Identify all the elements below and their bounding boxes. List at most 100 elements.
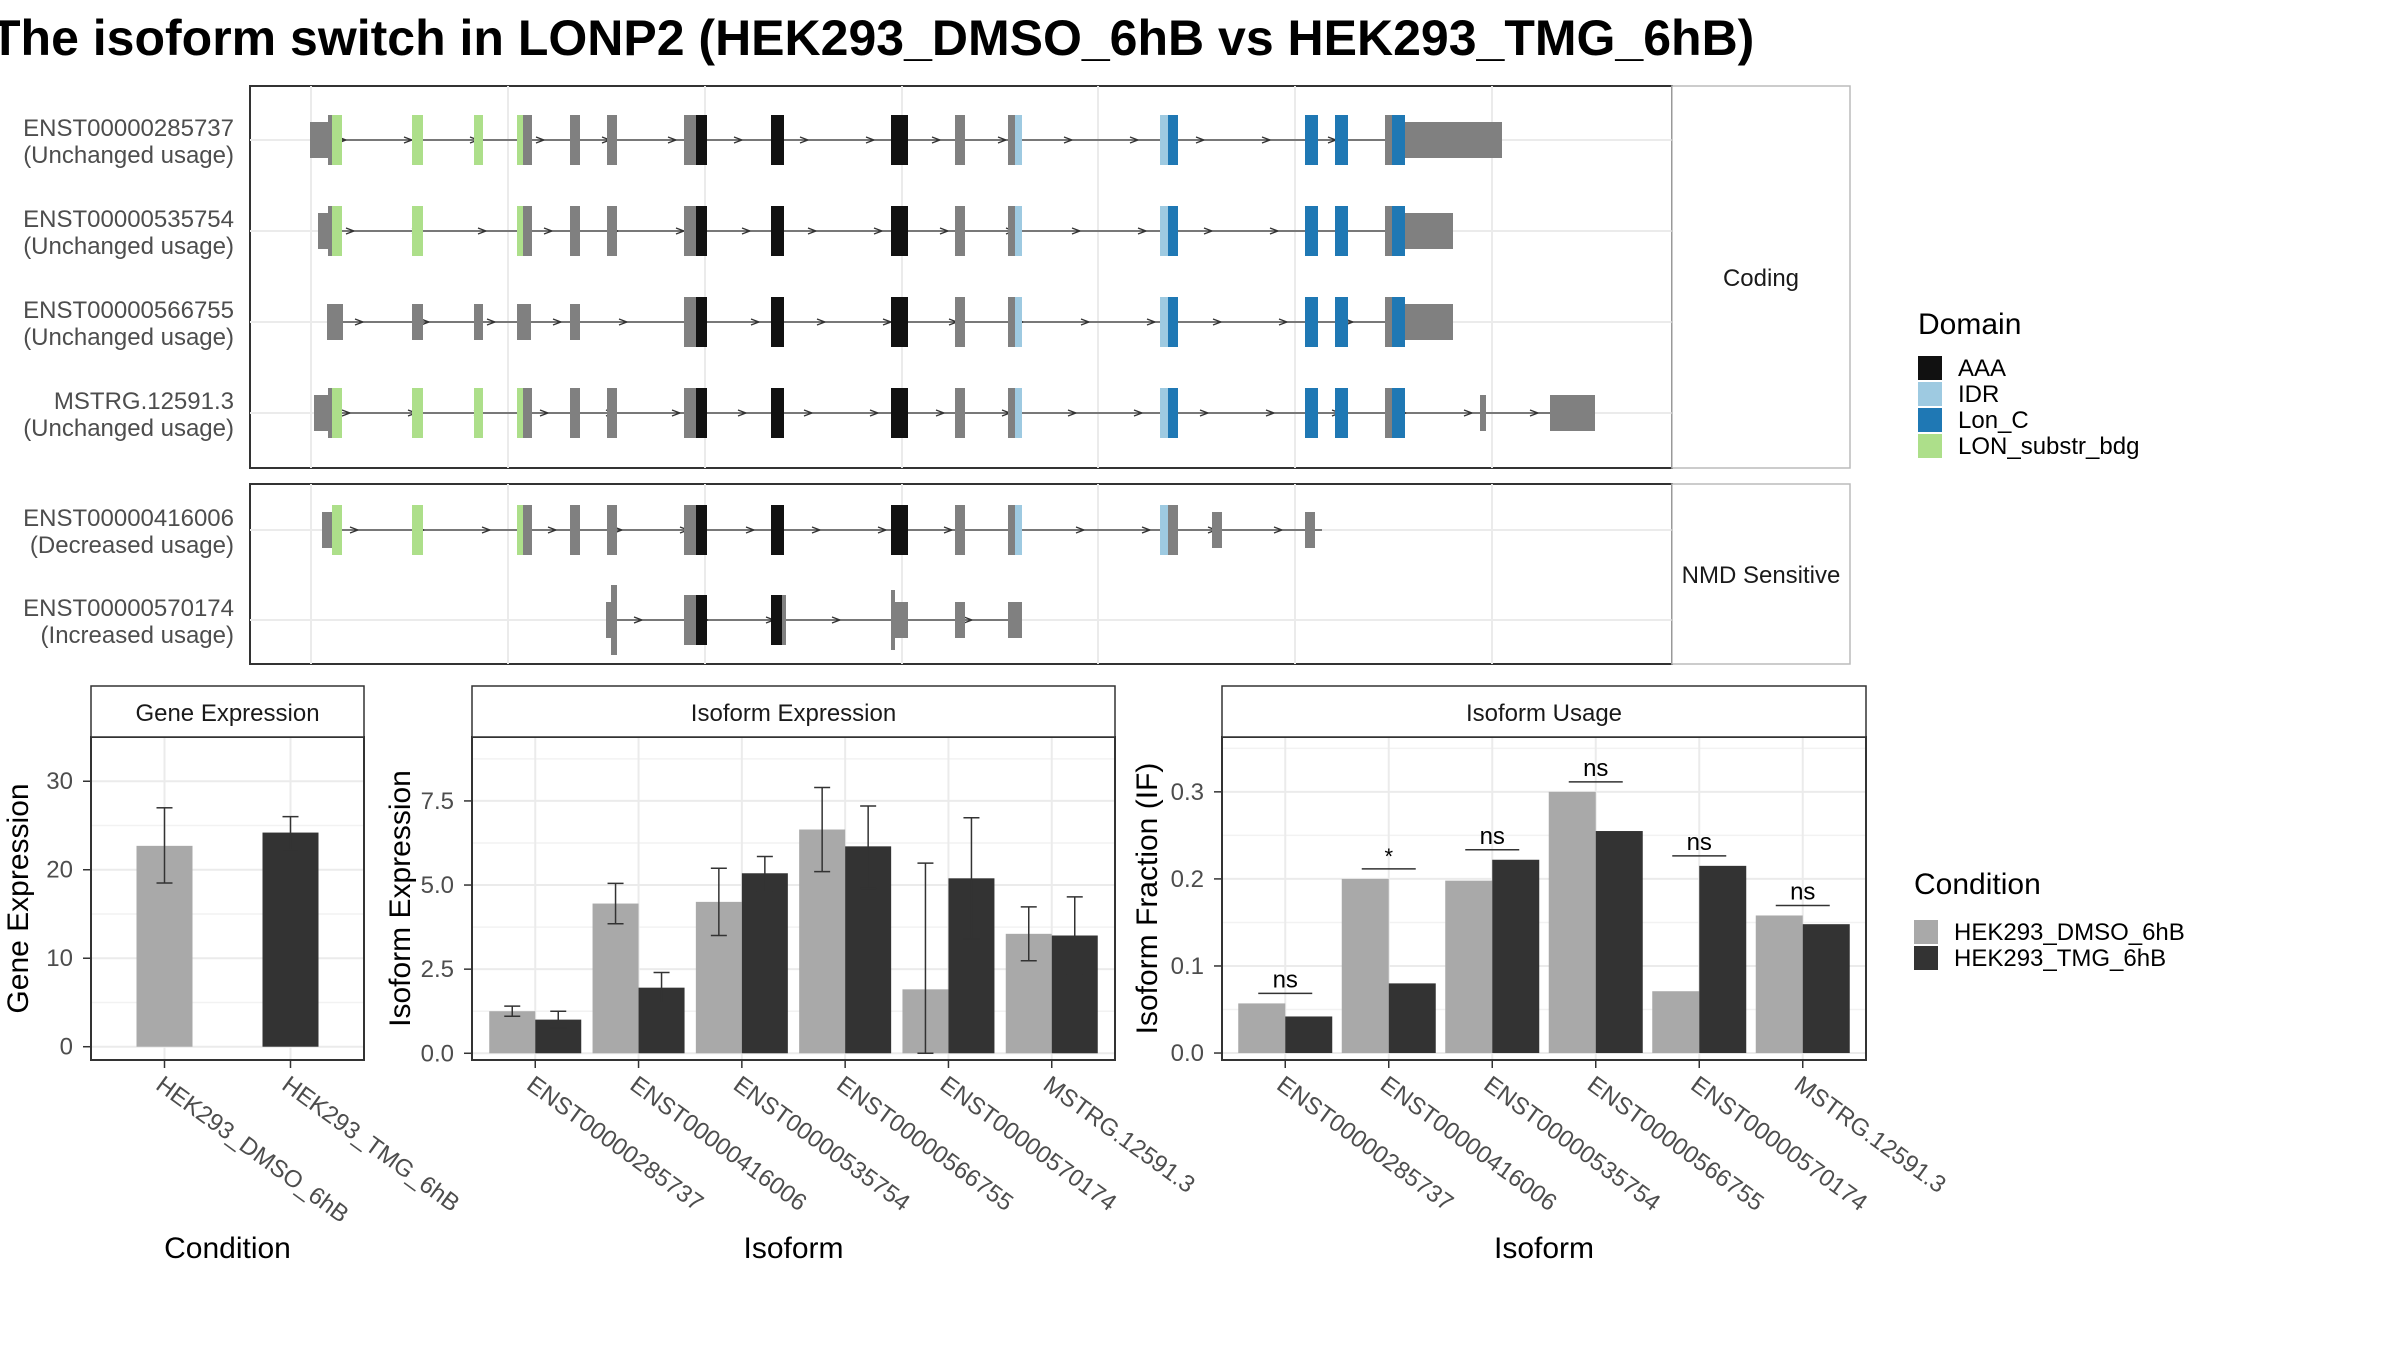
exon: [955, 115, 965, 165]
domain-Lon_C: [1335, 297, 1348, 347]
domain-LON_substr_bdg: [517, 206, 523, 256]
significance-label: *: [1384, 844, 1393, 869]
exon: [607, 388, 617, 438]
isoform-usage: (Increased usage): [41, 622, 234, 649]
domain-LON_substr_bdg: [517, 115, 523, 165]
domain-Lon_C: [1392, 206, 1405, 256]
intron-arrow: [477, 227, 488, 235]
y-tick-label: 7.5: [421, 788, 454, 815]
utr-exon: [322, 512, 332, 548]
exon: [891, 590, 895, 650]
bar: [1238, 1003, 1286, 1054]
intron-arrow: [1463, 409, 1474, 417]
domain-IDR: [1015, 297, 1022, 347]
intron-arrow: [481, 526, 492, 534]
exon: [474, 304, 483, 340]
intron-arrow: [807, 227, 818, 235]
domain-LON_substr_bdg: [332, 115, 342, 165]
y-tick-label: 30: [46, 768, 73, 795]
domain-legend-title: Domain: [1918, 308, 2021, 341]
domain-legend-label: Lon_C: [1958, 407, 2029, 434]
utr-exon: [1405, 213, 1453, 249]
domain-IDR: [1160, 297, 1168, 347]
x-tick-label: ENST00000416006: [1375, 1071, 1561, 1217]
intron-arrow: [963, 616, 974, 624]
bar: [1285, 1016, 1333, 1054]
exon: [523, 388, 532, 438]
domain-legend-label: AAA: [1958, 355, 2006, 382]
exon: [328, 388, 332, 438]
bar: [592, 903, 639, 1054]
transcript-structure: [606, 585, 1022, 655]
x-axis-title: Condition: [164, 1232, 291, 1265]
domain-AAA: [696, 388, 707, 438]
intron-arrow: [1269, 227, 1280, 235]
intron-arrow: [535, 136, 546, 144]
exon: [1168, 505, 1178, 555]
intron-arrow: [486, 318, 497, 326]
exon: [517, 304, 531, 340]
domain-AAA: [891, 297, 899, 347]
significance-label: ns: [1687, 829, 1712, 856]
y-tick-label: 0.2: [1171, 866, 1204, 893]
intron-arrow: [1067, 409, 1078, 417]
chart-strip-label: Isoform Usage: [1466, 700, 1622, 727]
isoform-label: ENST00000570174 (Increased usage): [23, 595, 234, 649]
chart-strip: [471, 685, 1116, 738]
domain-LON_substr_bdg: [517, 388, 523, 438]
intron-arrow: [543, 227, 554, 235]
intron-arrow: [420, 318, 431, 326]
exon: [1008, 388, 1015, 438]
exon: [684, 388, 696, 438]
exon: [607, 115, 617, 165]
intron-arrow: [671, 409, 682, 417]
domain-IDR: [1160, 388, 1168, 438]
intron-arrow: [1278, 318, 1289, 326]
exon: [523, 505, 532, 555]
intron-arrow: [1199, 409, 1210, 417]
domain-LON_substr_bdg: [412, 388, 423, 438]
intron-arrow: [618, 318, 629, 326]
exon: [1008, 297, 1015, 347]
domain-AAA: [771, 595, 782, 645]
isoform-id: ENST00000285737: [23, 115, 234, 142]
utr-exon: [310, 122, 329, 158]
isoform-id: ENST00000566755: [23, 297, 234, 324]
exon: [523, 115, 532, 165]
y-tick-label: 2.5: [421, 956, 454, 983]
exon: [955, 602, 965, 638]
exon: [607, 505, 617, 555]
isoform-usage: (Unchanged usage): [23, 233, 234, 260]
domain-AAA: [696, 115, 707, 165]
domain-IDR: [1015, 505, 1022, 555]
domain-IDR: [1160, 206, 1168, 256]
y-tick-label: 0.0: [421, 1040, 454, 1067]
structure-panel: NMD Sensitive ENST00000416006 (Decreased u…: [23, 483, 1851, 665]
exon: [328, 115, 332, 165]
domain-legend-label: LON_substr_bdg: [1958, 433, 2139, 460]
x-tick-label: ENST00000285737: [1272, 1071, 1458, 1217]
bar: [1548, 791, 1596, 1054]
domain-IDR: [1160, 505, 1168, 555]
intron-arrow: [750, 318, 761, 326]
domain-AAA: [696, 297, 707, 347]
isoform-label: MSTRG.12591.3 (Unchanged usage): [23, 388, 234, 442]
transcript-structure: [314, 388, 1595, 438]
domain-IDR: [1015, 388, 1022, 438]
intron-arrow: [745, 526, 756, 534]
chart-strip-label: Isoform Expression: [691, 700, 896, 727]
domain-LON_substr_bdg: [412, 206, 423, 256]
exon: [570, 115, 580, 165]
domain-AAA: [771, 505, 784, 555]
domain-LON_substr_bdg: [412, 505, 423, 555]
panel-strip-label: NMD Sensitive: [1682, 562, 1841, 589]
exon: [523, 206, 532, 256]
isoform-id: MSTRG.12591.3: [54, 388, 234, 415]
x-tick-label: ENST00000570174: [1686, 1071, 1872, 1217]
figure-title: The isoform switch in LONP2 (HEK293_DMSO…: [0, 10, 1754, 66]
significance-label: ns: [1273, 966, 1298, 993]
domain-Lon_C: [1168, 115, 1178, 165]
exon: [328, 206, 332, 256]
utr-exon: [1008, 602, 1022, 638]
